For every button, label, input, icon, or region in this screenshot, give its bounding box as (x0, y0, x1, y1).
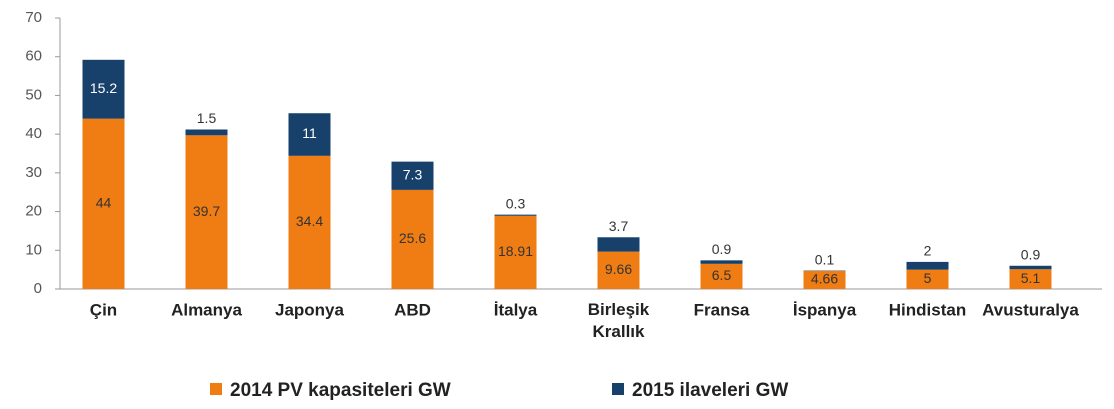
bar-segment (1009, 269, 1052, 289)
bar-segment (597, 237, 640, 252)
x-tick-label: Almanya (171, 300, 242, 319)
value-label: 25.6 (399, 230, 426, 246)
bar-segment (700, 263, 743, 289)
bar-segment (494, 214, 537, 216)
value-label: 5 (924, 270, 932, 286)
value-label: 18.91 (498, 243, 533, 259)
x-tick-label: ABD (394, 300, 431, 319)
x-tick-label: Avusturalya (982, 300, 1079, 319)
bar-segment (82, 118, 125, 290)
bar-segment (1009, 265, 1052, 270)
legend-swatch (210, 383, 222, 395)
value-label: 39.7 (193, 203, 220, 219)
bar-segment (288, 113, 331, 156)
bar-segment (700, 260, 743, 264)
bar-segment (906, 261, 949, 270)
legend-label: 2014 PV kapasiteleri GW (230, 380, 451, 401)
value-label: 5.1 (1021, 270, 1041, 286)
x-tick-label: Japonya (275, 300, 345, 319)
y-tick-label: 60 (25, 48, 42, 65)
y-tick-label: 50 (25, 86, 42, 103)
value-label: 0.1 (815, 251, 835, 267)
value-label: 4.66 (811, 271, 838, 287)
x-tick-label: İspanya (793, 300, 857, 319)
legend-label: 2015 ilaveleri GW (632, 380, 788, 401)
bar-segment (185, 135, 228, 289)
value-label: 3.7 (609, 218, 629, 234)
value-label: 9.66 (605, 261, 632, 277)
bar-segment (803, 270, 846, 289)
value-label: 15.2 (90, 80, 117, 96)
value-label: 2 (924, 243, 932, 259)
value-label: 6.5 (712, 267, 732, 283)
bar-segment (494, 215, 537, 289)
legend-swatch (612, 383, 624, 395)
x-tick-label: Fransa (694, 300, 750, 319)
y-tick-label: 20 (25, 203, 42, 220)
bar-segment (391, 161, 434, 190)
value-label: 7.3 (403, 166, 423, 182)
value-label: 34.4 (296, 213, 323, 229)
value-label: 0.3 (506, 195, 526, 211)
bar-segment (597, 251, 640, 289)
y-tick-label: 10 (25, 241, 42, 258)
value-label: 0.9 (712, 241, 732, 257)
bar-segment (82, 59, 125, 119)
x-tick-label: Çin (90, 300, 117, 319)
x-tick-label: İtalya (494, 300, 538, 319)
bar-segment (906, 269, 949, 289)
bar-segment (185, 129, 228, 136)
y-tick-label: 0 (34, 280, 42, 297)
value-label: 0.9 (1021, 246, 1041, 262)
value-label: 1.5 (197, 110, 217, 126)
y-tick-label: 40 (25, 125, 42, 142)
x-tick-label: Birleşik Krallık (588, 300, 650, 341)
y-tick-label: 30 (25, 164, 42, 181)
bar-segment (391, 189, 434, 289)
value-label: 11 (302, 125, 317, 141)
x-tick-label: Hindistan (889, 300, 966, 319)
bar-segment (288, 155, 331, 289)
y-tick-label: 70 (25, 9, 42, 26)
value-label: 44 (96, 195, 112, 211)
